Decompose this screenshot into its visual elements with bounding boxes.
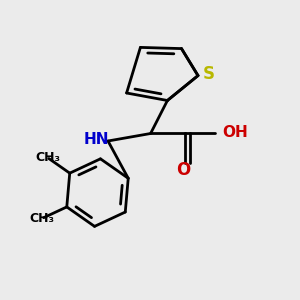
Text: CH₃: CH₃ xyxy=(30,212,55,225)
Text: S: S xyxy=(202,65,214,83)
Text: O: O xyxy=(176,161,190,179)
Text: OH: OH xyxy=(222,125,248,140)
Text: CH₃: CH₃ xyxy=(35,151,60,164)
Text: HN: HN xyxy=(83,132,109,147)
